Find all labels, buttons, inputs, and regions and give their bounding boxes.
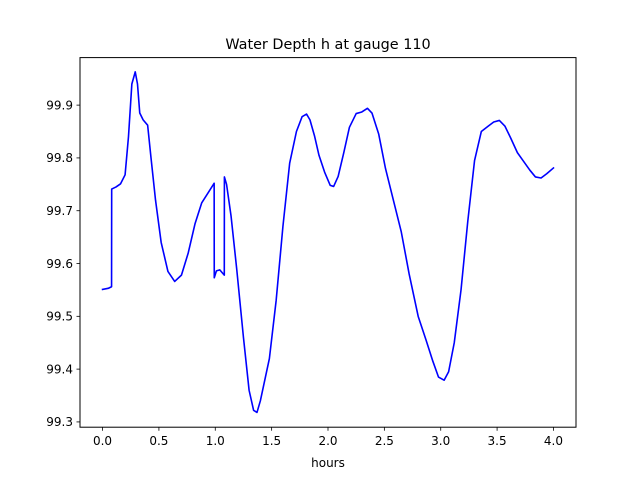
x-tick-label: 4.0 xyxy=(544,434,563,448)
x-axis-ticks: 0.0 0.5 1.0 1.5 2.0 2.5 3.0 3.5 4.0 xyxy=(93,427,563,448)
x-tick-label: 0.0 xyxy=(93,434,112,448)
y-tick-label: 99.6 xyxy=(46,257,73,271)
y-tick-label: 99.3 xyxy=(46,415,73,429)
y-tick-label: 99.7 xyxy=(46,204,73,218)
y-tick-label: 99.4 xyxy=(46,362,73,376)
x-tick-label: 2.0 xyxy=(318,434,337,448)
x-tick-label: 2.5 xyxy=(375,434,394,448)
x-axis-label: hours xyxy=(311,456,345,470)
series-line-water-depth xyxy=(101,71,555,414)
x-tick-label: 0.5 xyxy=(149,434,168,448)
plot-area xyxy=(101,71,555,414)
y-axis-ticks: 99.3 99.4 99.5 99.6 99.7 99.8 99.9 xyxy=(46,98,80,429)
x-tick-label: 1.5 xyxy=(262,434,281,448)
axes-frame xyxy=(79,57,577,428)
chart-title: Water Depth h at gauge 110 xyxy=(225,37,430,53)
y-tick-label: 99.5 xyxy=(46,310,73,324)
y-tick-label: 99.8 xyxy=(46,151,73,165)
x-tick-label: 3.0 xyxy=(431,434,450,448)
x-tick-label: 3.5 xyxy=(488,434,507,448)
y-tick-label: 99.9 xyxy=(46,98,73,112)
x-tick-label: 1.0 xyxy=(206,434,225,448)
